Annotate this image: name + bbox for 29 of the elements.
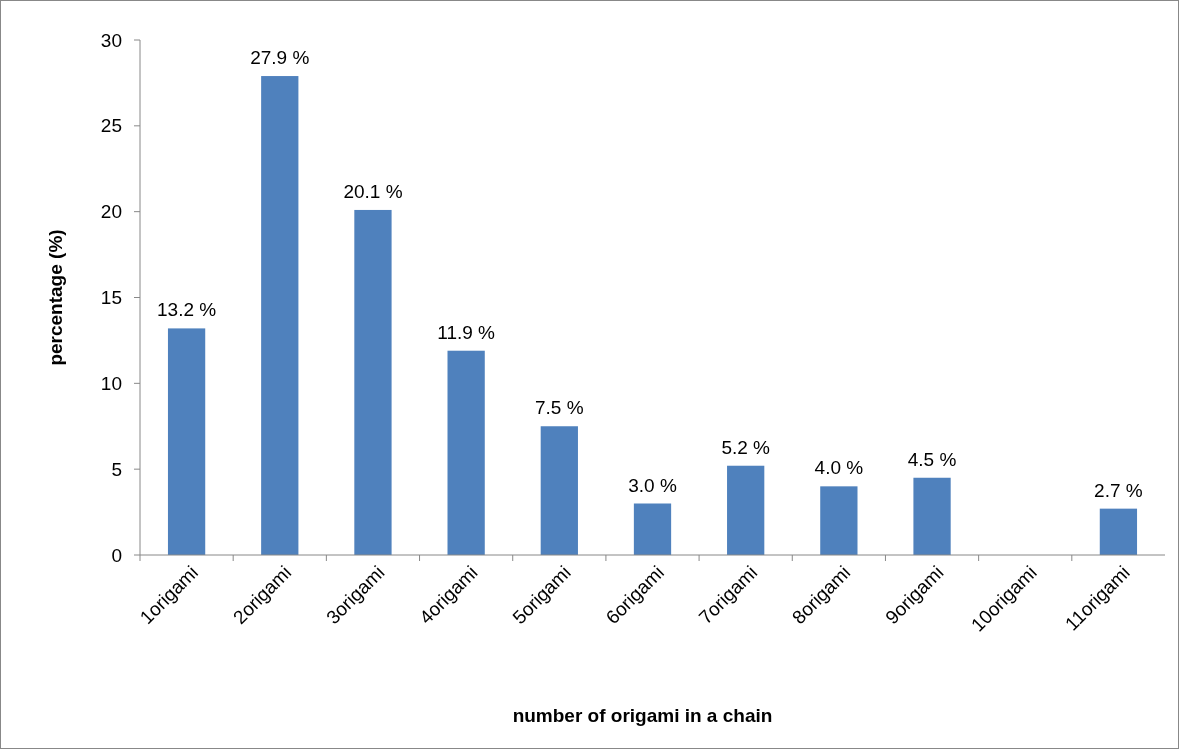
bar — [913, 477, 951, 555]
bar — [820, 486, 858, 555]
data-label: 2.7 % — [1094, 479, 1143, 501]
y-axis-title: percentage (%) — [45, 229, 66, 366]
bar — [727, 465, 765, 555]
bar — [540, 426, 578, 555]
data-label: 4.0 % — [814, 457, 864, 479]
bar — [447, 350, 485, 555]
bar — [167, 328, 206, 555]
data-label: 13.2 % — [157, 299, 217, 321]
y-tick-label: 20 — [100, 201, 122, 223]
data-label: 27.9 % — [250, 47, 310, 69]
y-tick-label: 25 — [100, 115, 122, 137]
data-label: 5.2 % — [721, 436, 771, 458]
y-tick-label: 30 — [100, 29, 122, 51]
y-tick-label: 5 — [111, 458, 122, 480]
bar — [261, 76, 299, 555]
data-label: 4.5 % — [907, 448, 957, 470]
y-tick-label: 0 — [111, 544, 122, 566]
data-label: 3.0 % — [628, 474, 677, 496]
y-tick-label: 15 — [100, 287, 122, 309]
data-label: 20.1 % — [343, 180, 403, 202]
bar — [1099, 508, 1138, 555]
x-axis-title: number of origami in a chain — [512, 705, 773, 726]
data-label: 11.9 % — [437, 321, 496, 343]
data-label: 7.5 % — [535, 397, 584, 419]
bar — [354, 209, 392, 555]
y-tick-label: 10 — [100, 372, 122, 394]
bar — [633, 503, 672, 555]
